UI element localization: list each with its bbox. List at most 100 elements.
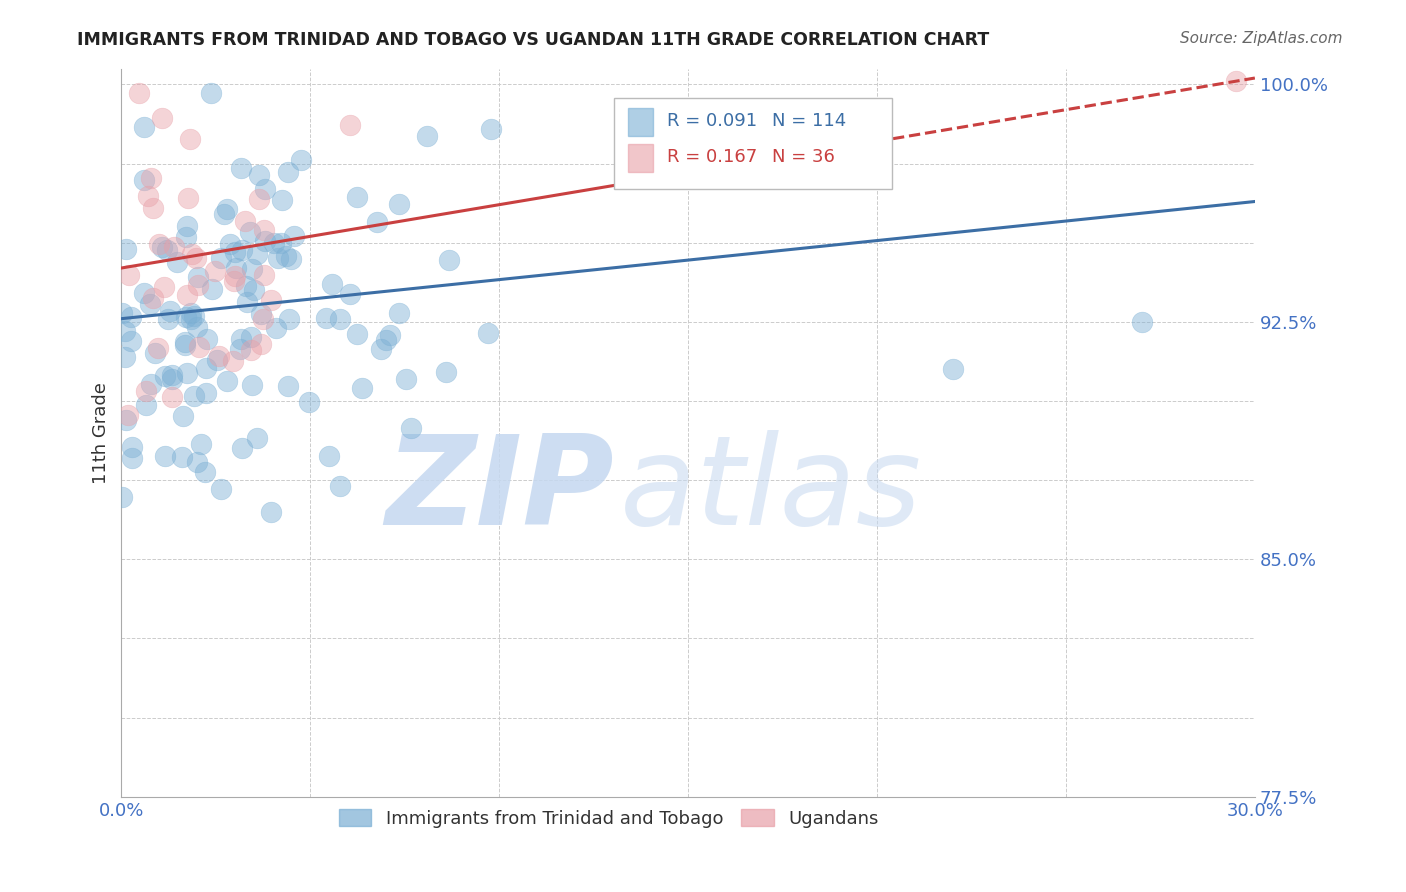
Point <box>142 201 165 215</box>
Point <box>114 242 136 256</box>
Point <box>477 326 499 341</box>
Point <box>153 279 176 293</box>
Point <box>136 189 159 203</box>
Text: ZIP: ZIP <box>385 431 614 551</box>
Point <box>160 372 183 386</box>
Point <box>231 243 253 257</box>
Point <box>195 332 218 346</box>
Text: N = 114: N = 114 <box>772 112 846 130</box>
Point <box>194 385 217 400</box>
FancyBboxPatch shape <box>614 97 893 189</box>
Point <box>378 327 401 342</box>
Point <box>186 319 208 334</box>
Point <box>388 306 411 320</box>
Point <box>183 390 205 404</box>
Point <box>115 413 138 427</box>
Point <box>399 420 422 434</box>
Point <box>231 441 253 455</box>
Point <box>270 235 292 250</box>
Point <box>416 128 439 143</box>
FancyBboxPatch shape <box>628 108 652 136</box>
Point <box>374 333 396 347</box>
Point <box>155 449 177 463</box>
FancyBboxPatch shape <box>628 145 652 172</box>
Point <box>121 451 143 466</box>
Point <box>298 395 321 409</box>
Point <box>395 372 418 386</box>
Point <box>434 365 457 379</box>
Point <box>239 225 262 239</box>
Point <box>315 311 337 326</box>
Point <box>274 249 297 263</box>
Point <box>200 86 222 100</box>
Point <box>246 246 269 260</box>
Point <box>235 294 257 309</box>
Point <box>204 264 226 278</box>
Point <box>179 132 201 146</box>
Text: atlas: atlas <box>620 431 922 551</box>
Point <box>201 282 224 296</box>
Point <box>180 247 202 261</box>
Point <box>240 330 263 344</box>
Point <box>277 165 299 179</box>
Point <box>111 491 134 505</box>
Point <box>132 285 155 300</box>
Point <box>155 368 177 383</box>
Point <box>224 274 246 288</box>
Point <box>117 408 139 422</box>
Point <box>1225 74 1247 88</box>
Point <box>231 332 253 346</box>
Text: IMMIGRANTS FROM TRINIDAD AND TOBAGO VS UGANDAN 11TH GRADE CORRELATION CHART: IMMIGRANTS FROM TRINIDAD AND TOBAGO VS U… <box>77 31 990 49</box>
Point <box>224 244 246 259</box>
Point <box>120 334 142 349</box>
Point <box>118 268 141 282</box>
Point <box>209 252 232 266</box>
Point <box>156 312 179 326</box>
Point <box>146 341 169 355</box>
Point <box>942 362 965 376</box>
Point <box>166 254 188 268</box>
Point <box>174 229 197 244</box>
Point <box>247 192 270 206</box>
Point <box>253 223 276 237</box>
Point <box>217 374 239 388</box>
Point <box>132 173 155 187</box>
Point <box>143 346 166 360</box>
Point <box>128 86 150 100</box>
Point <box>242 378 264 392</box>
Point <box>229 342 252 356</box>
Point <box>259 293 281 308</box>
Point <box>263 236 285 251</box>
Point <box>252 311 274 326</box>
Point <box>160 368 183 383</box>
Point <box>247 168 270 182</box>
Point <box>329 312 352 326</box>
Point <box>187 270 209 285</box>
Point <box>134 120 156 135</box>
Point <box>141 377 163 392</box>
Y-axis label: 11th Grade: 11th Grade <box>93 382 110 483</box>
Point <box>346 326 368 341</box>
Point <box>239 343 262 357</box>
Point <box>135 384 157 398</box>
Point <box>277 379 299 393</box>
Point <box>174 310 197 324</box>
Point <box>267 252 290 266</box>
Point <box>253 182 276 196</box>
Point <box>242 283 264 297</box>
Point <box>148 237 170 252</box>
Point <box>253 268 276 282</box>
Point <box>176 219 198 233</box>
Point <box>235 279 257 293</box>
Point <box>120 310 142 324</box>
Point <box>176 191 198 205</box>
Point <box>318 449 340 463</box>
Point <box>194 361 217 376</box>
Point <box>266 321 288 335</box>
Point <box>352 381 374 395</box>
Point <box>150 111 173 125</box>
Point <box>187 277 209 292</box>
Point <box>138 297 160 311</box>
Point <box>141 171 163 186</box>
Point <box>1130 315 1153 329</box>
